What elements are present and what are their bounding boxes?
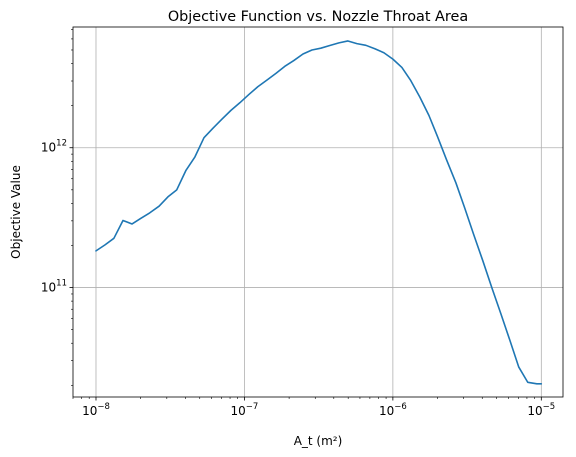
x-axis-label: A_t (m²) (294, 434, 343, 448)
y-tick-label: 1012 (41, 139, 67, 155)
plot-area (73, 27, 563, 397)
grid (73, 27, 563, 397)
y-tick-labels: 1011 1012 (41, 139, 67, 295)
x-tick-label: 10−6 (379, 402, 407, 418)
major-ticks (69, 147, 542, 401)
plot-frame (72, 26, 564, 398)
series-layer (95, 40, 543, 385)
series-line (95, 40, 543, 385)
x-tick-label: 10−5 (527, 402, 555, 418)
chart-title: Objective Function vs. Nozzle Throat Are… (168, 9, 468, 25)
x-tick-labels: 10−8 10−7 10−6 10−5 (82, 402, 555, 418)
x-tick-label: 10−8 (82, 402, 110, 418)
x-tick-label: 10−7 (231, 402, 259, 418)
y-tick-label: 1011 (41, 279, 67, 295)
y-axis-label: Objective Value (9, 165, 23, 259)
